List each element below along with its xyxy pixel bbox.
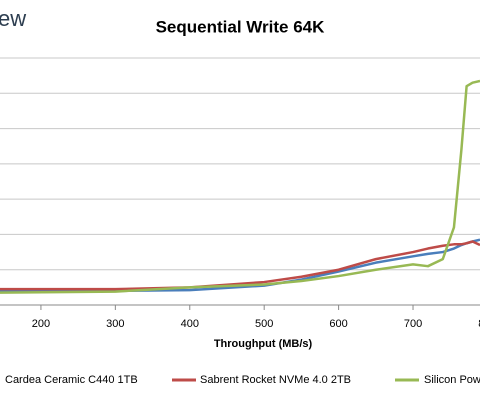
x-tick-label: 400 (181, 318, 199, 330)
x-tick-label: 200 (32, 318, 50, 330)
x-tick-label: 800 (478, 318, 480, 330)
x-axis-title: Throughput (MB/s) (214, 338, 313, 350)
x-tick-label: 500 (255, 318, 273, 330)
series-line (0, 79, 480, 294)
legend-label: Cardea Ceramic C440 1TB (5, 374, 138, 386)
legend-label: Sabrent Rocket NVMe 4.0 2TB (200, 374, 351, 386)
legend-label: Silicon Pow (424, 374, 480, 386)
logo: ew (0, 6, 26, 31)
x-tick-label: 300 (106, 318, 124, 330)
chart-title: Sequential Write 64K (156, 17, 326, 36)
x-tick-label: 600 (329, 318, 347, 330)
x-tick-label: 700 (404, 318, 422, 330)
